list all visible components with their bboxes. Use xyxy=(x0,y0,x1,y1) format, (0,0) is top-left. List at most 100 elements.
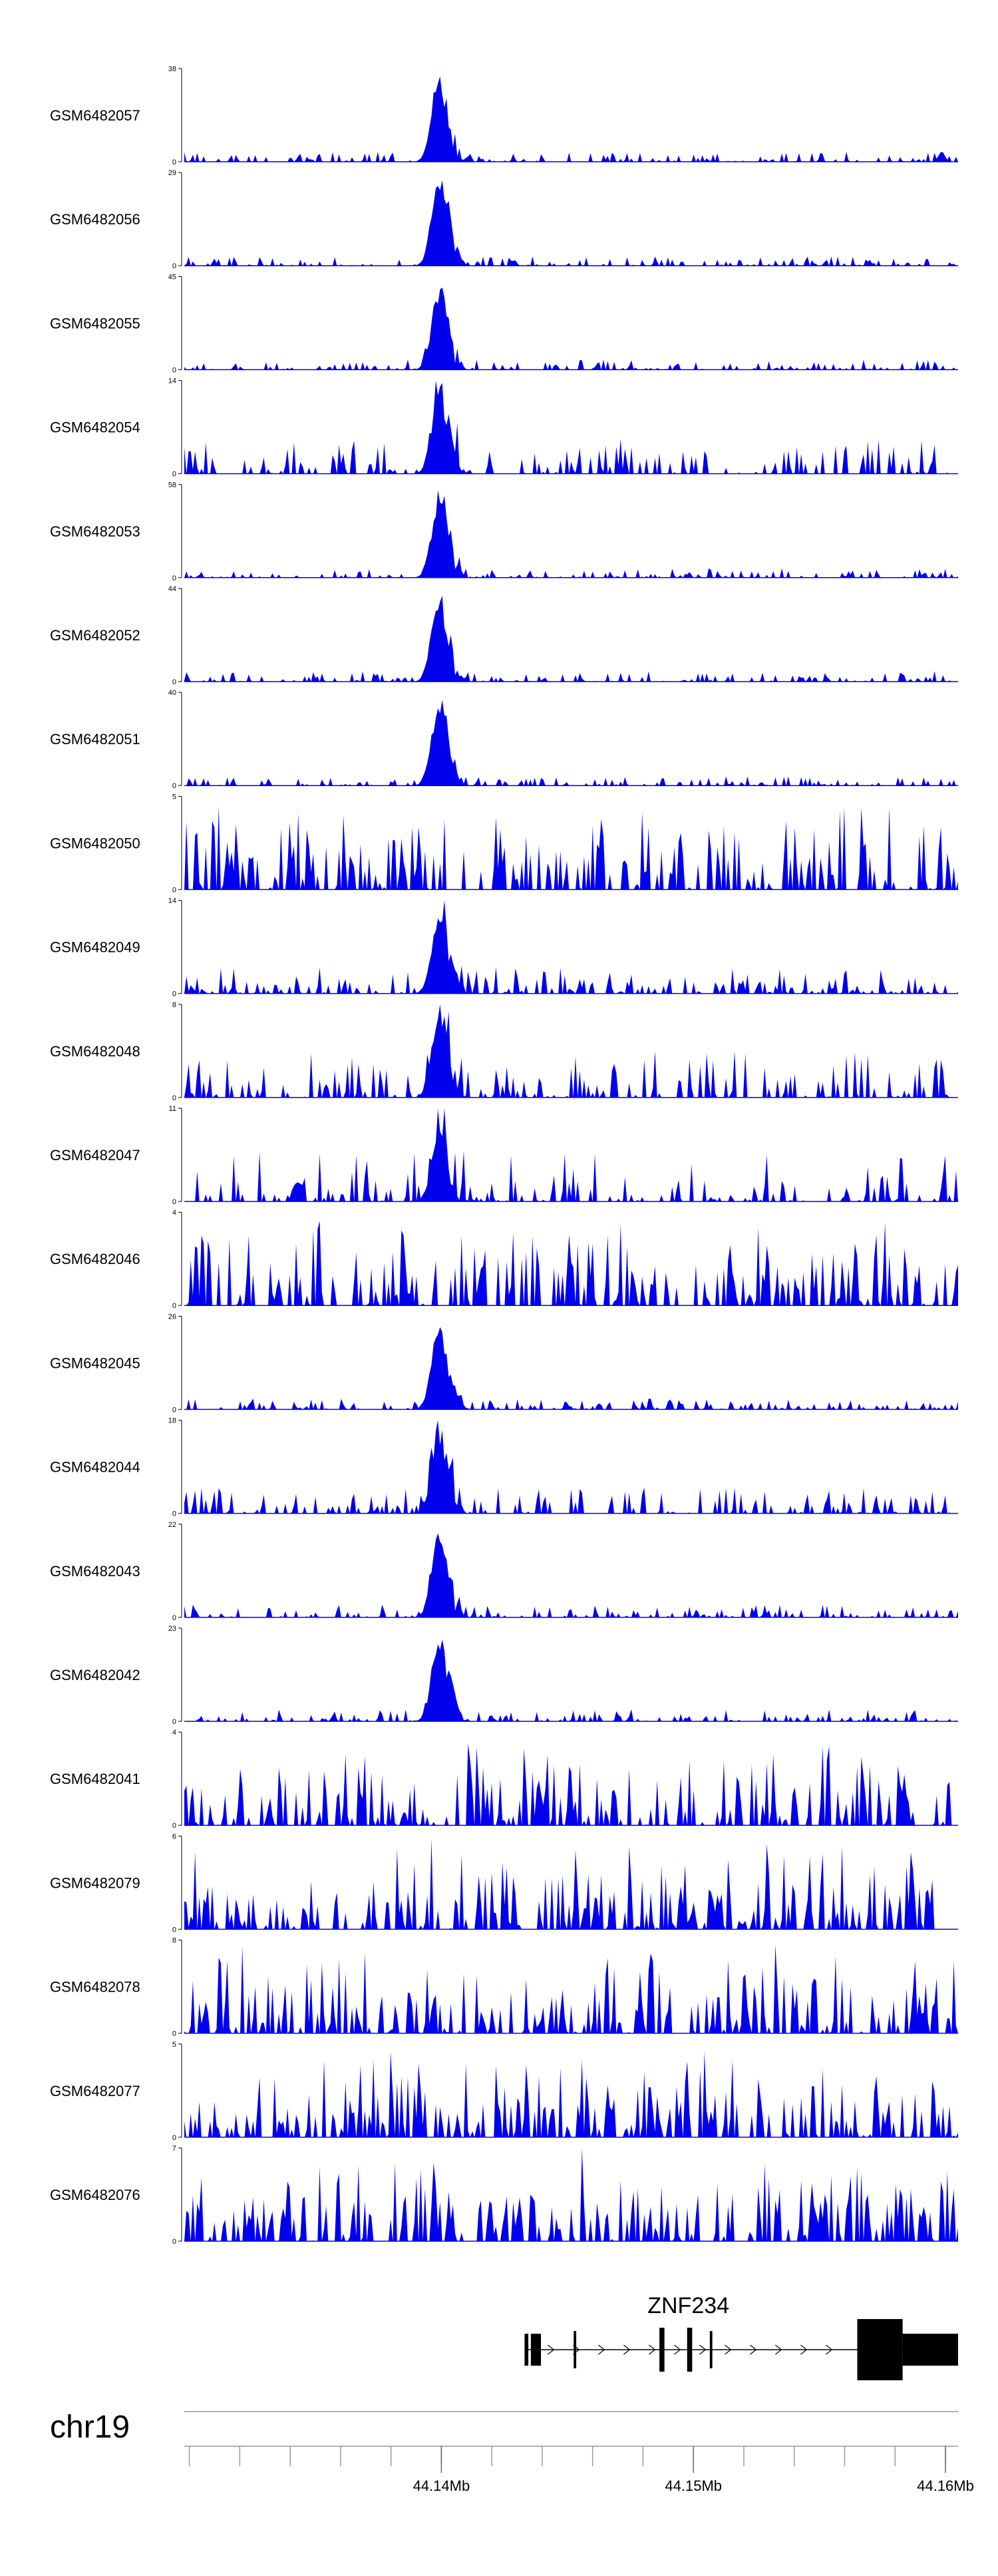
y-max-label: 18 xyxy=(168,1417,176,1425)
strand-arrow xyxy=(649,2344,656,2355)
gene-exon xyxy=(687,2328,693,2372)
track-GSM6482047: GSM6482047 11 0 xyxy=(50,1105,958,1206)
signal-area xyxy=(184,1533,958,1617)
track-GSM6482044: GSM6482044 18 0 xyxy=(50,1417,958,1518)
track-label: GSM6482053 xyxy=(50,523,140,540)
signal-area xyxy=(184,490,958,578)
track-GSM6482043: GSM6482043 22 0 xyxy=(50,1521,958,1622)
gene-exon xyxy=(902,2334,958,2366)
y-min-label: 0 xyxy=(172,886,176,894)
track-label: GSM6482078 xyxy=(50,1979,140,1996)
y-max-label: 58 xyxy=(168,481,176,489)
y-min-label: 0 xyxy=(172,158,176,166)
gene-exon xyxy=(574,2331,577,2368)
signal-area xyxy=(184,180,958,266)
signal-area xyxy=(184,1420,958,1514)
y-min-label: 0 xyxy=(172,1094,176,1102)
track-label: GSM6482057 xyxy=(50,107,140,124)
track-GSM6482079: GSM6482079 6 0 xyxy=(50,1832,958,1934)
strand-arrow xyxy=(548,2344,555,2355)
signal-area xyxy=(184,1221,958,1306)
track-GSM6482042: GSM6482042 23 0 xyxy=(50,1625,958,1726)
y-max-label: 29 xyxy=(168,169,176,177)
y-max-label: 6 xyxy=(172,1832,176,1840)
gene-exon xyxy=(709,2331,713,2368)
y-min-label: 0 xyxy=(172,1926,176,1934)
y-min-label: 0 xyxy=(172,2030,176,2038)
track-label: GSM6482045 xyxy=(50,1355,140,1371)
strand-arrow xyxy=(826,2344,833,2355)
y-max-label: 14 xyxy=(168,897,176,905)
track-GSM6482049: GSM6482049 14 0 xyxy=(50,897,958,998)
y-max-label: 4 xyxy=(172,1209,176,1217)
track-label: GSM6482048 xyxy=(50,1043,140,1060)
track-label: GSM6482051 xyxy=(50,731,140,748)
signal-tracks: GSM6482057380GSM6482056290GSM6482055450G… xyxy=(50,65,958,2246)
y-max-label: 11 xyxy=(169,1105,176,1113)
y-min-label: 0 xyxy=(172,574,176,582)
signal-area xyxy=(184,2149,958,2241)
axis-tick-label: 44.16Mb xyxy=(917,2477,974,2494)
track-label: GSM6482044 xyxy=(50,1459,140,1476)
track-label: GSM6482055 xyxy=(50,315,140,331)
strand-arrow xyxy=(725,2344,732,2355)
signal-area xyxy=(184,1108,958,1201)
gene-name-label: ZNF234 xyxy=(647,2293,729,2318)
y-min-label: 0 xyxy=(172,1510,176,1518)
signal-area xyxy=(184,1944,958,2034)
track-label: GSM6482077 xyxy=(50,2083,140,2099)
track-label: GSM6482043 xyxy=(50,1563,140,1580)
track-label: GSM6482079 xyxy=(50,1874,140,1891)
signal-area xyxy=(184,288,958,370)
signal-area xyxy=(184,900,958,994)
y-max-label: 14 xyxy=(168,377,176,385)
track-GSM6482051: GSM6482051 40 0 xyxy=(50,689,958,790)
y-max-label: 8 xyxy=(172,1937,176,1945)
track-label: GSM6482054 xyxy=(50,419,140,436)
signal-area xyxy=(184,805,958,890)
gene-exon xyxy=(530,2334,542,2366)
gene-exon xyxy=(524,2334,529,2366)
track-label: GSM6482047 xyxy=(50,1147,140,1164)
y-min-label: 0 xyxy=(172,678,176,686)
track-GSM6482045: GSM6482045 26 0 xyxy=(50,1313,958,1414)
y-min-label: 0 xyxy=(172,1198,176,1206)
y-min-label: 0 xyxy=(172,2134,176,2142)
strand-arrow xyxy=(623,2344,631,2355)
track-GSM6482048: GSM6482048 8 0 xyxy=(50,1001,958,1102)
y-min-label: 0 xyxy=(172,1614,176,1622)
track-GSM6482057: GSM6482057 38 0 xyxy=(50,65,958,166)
y-max-label: 4 xyxy=(172,1729,176,1737)
gene-exon xyxy=(857,2319,903,2380)
track-GSM6482046: GSM6482046 4 0 xyxy=(50,1209,958,1310)
chromosome-label: chr19 xyxy=(50,2410,130,2445)
track-label: GSM6482042 xyxy=(50,1667,140,1683)
signal-area xyxy=(184,1004,958,1098)
signal-area xyxy=(184,2051,958,2137)
y-min-label: 0 xyxy=(172,1302,176,1310)
y-max-label: 44 xyxy=(168,585,176,593)
y-max-label: 22 xyxy=(168,1521,176,1529)
y-max-label: 23 xyxy=(168,1625,176,1633)
signal-area xyxy=(184,76,958,162)
track-label: GSM6482052 xyxy=(50,627,140,644)
y-min-label: 0 xyxy=(172,1822,176,1830)
track-label: GSM6482046 xyxy=(50,1251,140,1267)
signal-area xyxy=(184,596,958,682)
track-GSM6482076: GSM6482076 7 0 xyxy=(50,2145,958,2246)
signal-area xyxy=(184,380,958,474)
genome-axis: chr19 44.14Mb 44.15Mb 44.16Mb xyxy=(50,2410,974,2494)
y-max-label: 5 xyxy=(172,793,176,801)
y-min-label: 0 xyxy=(172,990,176,998)
signal-area xyxy=(184,1838,958,1930)
y-max-label: 5 xyxy=(172,2041,176,2049)
track-GSM6482041: GSM6482041 4 0 xyxy=(50,1729,958,1830)
y-max-label: 26 xyxy=(168,1313,176,1321)
track-GSM6482052: GSM6482052 44 0 xyxy=(50,585,958,686)
strand-arrow xyxy=(674,2344,681,2355)
y-min-label: 0 xyxy=(172,1718,176,1726)
axis-tick-label: 44.14Mb xyxy=(413,2477,470,2494)
track-GSM6482054: GSM6482054 14 0 xyxy=(50,377,958,479)
y-max-label: 38 xyxy=(168,65,176,73)
